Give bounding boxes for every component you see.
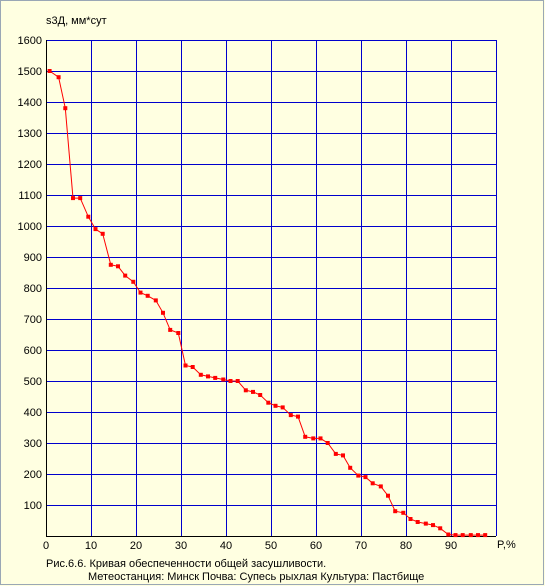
data-point <box>401 510 406 515</box>
y-ticks: 100 200 300 400 500 600 700 800 900 1000 1100 1200 1… <box>18 35 42 512</box>
data-point <box>363 475 368 480</box>
y-tick-label: 200 <box>24 469 42 481</box>
data-point <box>468 533 473 538</box>
x-tick-label: 60 <box>310 540 322 552</box>
y-tick-label: 1000 <box>18 221 42 233</box>
data-point <box>78 196 83 201</box>
x-tick-label: 80 <box>400 540 412 552</box>
y-tick-label: 1600 <box>18 35 42 47</box>
data-point <box>273 403 278 408</box>
data-point <box>176 331 181 335</box>
y-tick-label: 700 <box>24 314 42 326</box>
series <box>47 69 488 538</box>
data-point <box>460 533 465 538</box>
data-point <box>86 214 91 219</box>
data-point <box>183 363 188 368</box>
y-tick-label: 600 <box>24 345 42 357</box>
data-point <box>318 436 323 441</box>
data-point <box>370 481 375 486</box>
y-tick-label: 1300 <box>18 128 42 140</box>
data-point <box>161 310 165 315</box>
data-point <box>116 264 120 269</box>
data-point <box>213 375 218 380</box>
y-tick-label: 800 <box>24 283 42 295</box>
series-line <box>49 70 486 536</box>
data-point <box>235 379 240 383</box>
data-point <box>108 262 113 267</box>
data-point <box>438 526 443 531</box>
data-point <box>333 451 338 456</box>
data-point <box>71 196 75 201</box>
data-point <box>47 69 52 73</box>
data-point <box>153 298 158 303</box>
data-point <box>145 293 150 298</box>
data-point <box>198 372 203 377</box>
data-point <box>423 521 428 526</box>
caption-meta: Метеостанция: Минск Почва: Супесь рыхлая… <box>88 571 425 583</box>
x-ticks: 0 10 20 30 40 50 60 70 80 90 <box>43 540 457 552</box>
data-point <box>258 393 263 397</box>
y-tick-label: 1500 <box>18 66 42 78</box>
data-point <box>138 290 143 295</box>
data-point <box>228 379 233 383</box>
data-point <box>483 533 488 538</box>
data-point <box>446 532 451 537</box>
data-point <box>386 493 390 498</box>
y-tick-label: 1200 <box>18 159 42 171</box>
data-point <box>266 400 271 405</box>
x-tick-label: 70 <box>355 540 367 552</box>
axes <box>46 40 496 537</box>
data-point <box>303 434 308 439</box>
x-tick-label: 30 <box>175 540 187 552</box>
data-point <box>56 75 61 80</box>
data-point <box>243 388 248 393</box>
data-point <box>356 473 361 478</box>
data-point <box>296 414 300 419</box>
data-point <box>288 413 293 418</box>
data-point <box>63 106 68 111</box>
y-tick-label: 500 <box>24 376 42 388</box>
data-point <box>415 520 420 524</box>
data-point <box>206 374 210 379</box>
data-point <box>100 231 105 236</box>
grid <box>46 40 497 536</box>
caption-title: Рис.6.6. Кривая обеспеченности общей зас… <box>46 558 327 570</box>
y-axis-label: s3Д, мм*сут <box>46 15 107 27</box>
x-tick-label: 0 <box>43 540 49 552</box>
data-point <box>325 441 330 445</box>
x-tick-label: 50 <box>265 540 277 552</box>
data-point <box>408 517 413 521</box>
data-point <box>123 273 128 278</box>
data-point <box>168 327 173 332</box>
y-tick-label: 1100 <box>18 190 42 202</box>
data-point <box>251 389 255 394</box>
y-tick-label: 300 <box>24 438 42 450</box>
y-tick-label: 100 <box>24 500 42 512</box>
data-point <box>131 279 136 284</box>
data-point <box>93 227 98 232</box>
x-tick-label: 90 <box>445 540 457 552</box>
x-axis-label: P,% <box>497 539 516 551</box>
data-point <box>311 436 316 441</box>
x-tick-label: 20 <box>130 540 142 552</box>
data-point <box>280 405 285 410</box>
y-tick-label: 900 <box>24 252 42 264</box>
data-point <box>431 523 435 528</box>
data-point <box>221 377 226 382</box>
y-tick-label: 1400 <box>18 97 42 109</box>
data-point <box>348 465 353 470</box>
x-tick-label: 40 <box>220 540 232 552</box>
data-point <box>378 484 383 489</box>
x-tick-label: 10 <box>85 540 97 552</box>
data-point <box>190 365 195 369</box>
data-point <box>341 453 345 458</box>
data-point <box>393 509 398 514</box>
data-point <box>476 533 480 538</box>
y-tick-label: 400 <box>24 407 42 419</box>
data-point <box>453 533 458 538</box>
